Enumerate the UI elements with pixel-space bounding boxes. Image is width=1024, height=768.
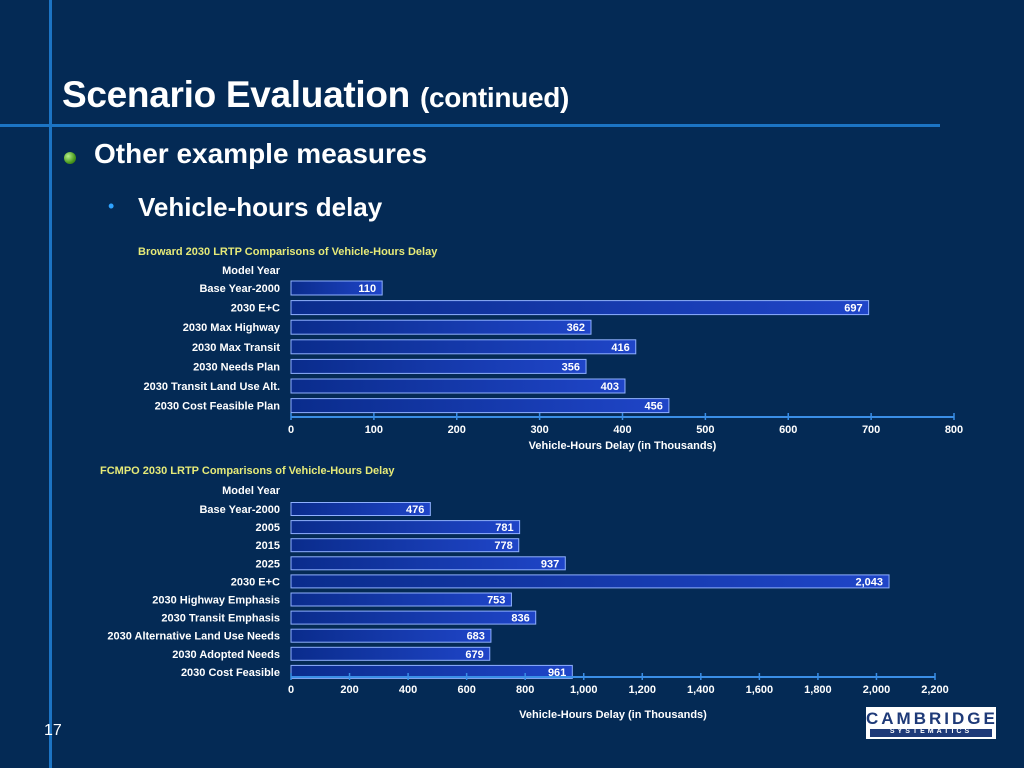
chart2-title: FCMPO 2030 LRTP Comparisons of Vehicle-H… [100,465,395,477]
chart1-x-tick-label: 700 [862,424,880,436]
chart2-data-label: 778 [494,540,512,552]
logo-bar [870,729,992,737]
chart2-x-tick-label: 1,400 [687,684,715,696]
chart1-x-tick-label: 300 [530,424,548,436]
chart1-category-label: 2030 Cost Feasible Plan [155,401,281,413]
chart2-data-label: 836 [511,613,529,625]
chart2-x-tick-label: 800 [516,684,534,696]
chart2-category-axis-title: Model Year [222,485,281,497]
chart1-category-axis-title: Model Year [222,265,281,277]
chart2-category-label: 2025 [256,558,280,570]
chart1-x-tick-label: 200 [448,424,466,436]
chart1-category-label: 2030 Max Transit [192,342,280,354]
chart2-x-tick-label: 2,200 [921,684,949,696]
chart2-x-tick-label: 200 [340,684,358,696]
chart1-x-tick-label: 800 [945,424,963,436]
chart2-category-label: 2030 Cost Feasible [181,667,280,679]
chart2-category-label: 2030 Adopted Needs [172,649,280,661]
chart1-x-tick-label: 100 [365,424,383,436]
chart1-data-label: 110 [358,283,376,295]
chart2-data-label: 753 [487,595,505,607]
chart1-bar [290,378,626,394]
chart2-bar [290,664,573,679]
chart2-data-label: 683 [467,631,485,643]
chart1-x-tick-label: 400 [613,424,631,436]
chart2-x-tick-label: 1,800 [804,684,832,696]
page-number: 17 [44,722,62,739]
green-bullet-icon [64,152,76,164]
chart2-category-label: Base Year-2000 [199,504,280,516]
subbullet-text: Vehicle-hours delay [138,192,383,222]
chart2-bar [290,610,537,625]
chart1-data-label: 416 [611,342,629,354]
chart1-bar [290,280,383,296]
chart2-category-label: 2030 Highway Emphasis [152,595,280,607]
chart2-data-label: 781 [495,522,513,534]
chart2-x-tick-label: 1,000 [570,684,598,696]
chart2-x-tick-label: 600 [457,684,475,696]
chart1-category-label: 2030 Max Highway [183,322,281,334]
chart2-bar [290,574,890,589]
chart2-bar [290,628,492,643]
chart2-category-label: 2030 E+C [231,576,280,588]
chart1-x-tick-label: 600 [779,424,797,436]
chart2-category-label: 2005 [256,522,280,534]
slide-title-main: Scenario Evaluation [62,74,410,115]
chart1-bar [290,319,592,335]
chart1-data-label: 362 [567,322,585,334]
chart2-bar [290,592,512,607]
chart2-category-label: 2030 Alternative Land Use Needs [107,631,280,643]
chart2-data-label: 961 [548,667,566,679]
logo-main-text: CAMBRIDGE [866,709,998,728]
chart2-x-tick-label: 1,200 [629,684,657,696]
chart2-bar [290,502,431,516]
chart1-category-label: 2030 Needs Plan [193,361,280,373]
chart2-x-tick-label: 0 [288,684,294,696]
chart2-x-tick-label: 1,600 [746,684,774,696]
chart1-bar [290,300,870,316]
horizontal-accent-line [0,124,940,127]
chart1-bar [290,339,637,355]
broward-delay-chart: Broward 2030 LRTP Comparisons of Vehicle… [138,246,963,452]
slide-title-suffix: (continued) [419,82,570,113]
chart2-x-tick-label: 400 [399,684,417,696]
chart2-data-label: 679 [465,649,483,661]
chart1-data-label: 697 [844,303,862,315]
chart1-title: Broward 2030 LRTP Comparisons of Vehicle… [138,246,438,258]
chart1-category-label: Base Year-2000 [199,283,280,295]
chart1-bar [290,358,587,374]
chart2-data-label: 937 [541,558,559,570]
slide-title: Scenario Evaluation (continued) [62,74,569,116]
chart1-category-label: 2030 Transit Land Use Alt. [143,381,280,393]
chart1-data-label: 403 [601,381,619,393]
chart2-bar [290,520,521,535]
chart2-x-axis-label: Vehicle-Hours Delay (in Thousands) [519,709,707,721]
blue-bullet-icon: • [108,196,115,216]
chart1-x-tick-label: 500 [696,424,714,436]
chart2-data-label: 2,043 [856,576,884,588]
chart2-data-label: 476 [406,504,424,516]
chart2-bar [290,556,566,571]
chart1-bar [290,398,670,414]
chart1-data-label: 356 [562,361,580,373]
chart1-category-label: 2030 E+C [231,303,280,315]
chart2-bar [290,646,491,661]
bullet-text: Other example measures [94,138,428,169]
chart1-x-tick-label: 0 [288,424,294,436]
chart2-bar [290,538,520,553]
chart2-category-label: 2030 Transit Emphasis [161,613,280,625]
fcmpo-delay-chart: FCMPO 2030 LRTP Comparisons of Vehicle-H… [100,465,949,721]
chart1-x-axis-label: Vehicle-Hours Delay (in Thousands) [529,440,717,452]
cambridge-systematics-logo: CAMBRIDGE SYSTEMATICS [866,707,996,739]
chart2-x-tick-label: 2,000 [863,684,891,696]
vertical-accent-line [49,0,52,768]
logo-sub-text: SYSTEMATICS [889,728,973,735]
chart1-data-label: 456 [645,401,663,413]
chart2-category-label: 2015 [256,540,280,552]
